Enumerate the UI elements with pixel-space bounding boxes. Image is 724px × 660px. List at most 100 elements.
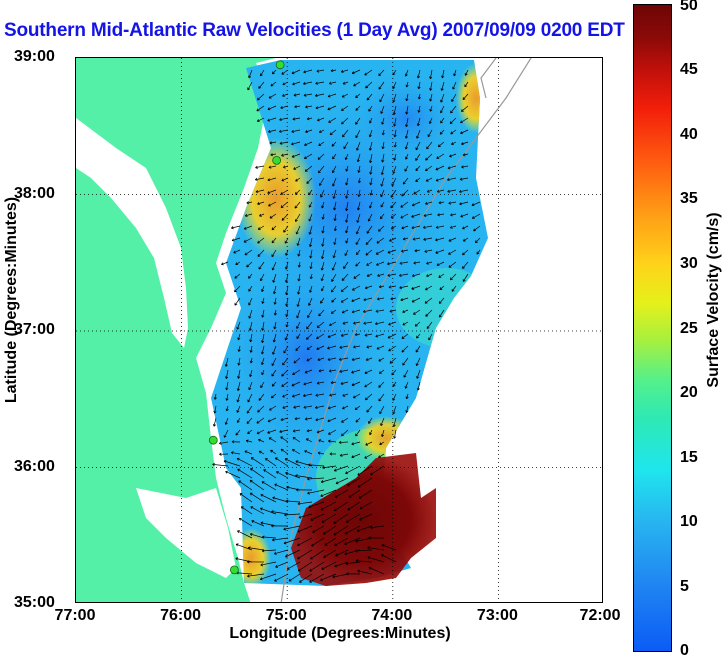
velocity-arrow (390, 189, 397, 198)
velocity-arrow (429, 69, 433, 80)
velocity-arrow (331, 165, 337, 174)
velocity-arrow (316, 345, 325, 350)
velocity-arrow (317, 153, 325, 160)
velocity-arrow (237, 468, 253, 479)
velocity-arrow (392, 81, 397, 90)
velocity-arrow (278, 129, 289, 133)
velocity-arrow (416, 333, 421, 339)
velocity-arrow (447, 189, 457, 193)
velocity-arrow (331, 141, 337, 147)
velocity-arrow (237, 357, 241, 366)
velocity-arrow (404, 165, 409, 172)
velocity-arrow (259, 573, 277, 581)
velocity-arrow (307, 477, 325, 481)
station-marker (208, 435, 218, 445)
velocity-arrow (291, 141, 301, 146)
velocity-arrow (256, 417, 265, 424)
velocity-arrow (358, 489, 373, 499)
velocity-arrow (411, 273, 421, 278)
velocity-arrow (378, 225, 385, 232)
velocity-arrow (356, 213, 361, 223)
velocity-arrow (436, 189, 445, 193)
velocity-arrow (404, 381, 409, 389)
velocity-arrow (331, 273, 337, 282)
velocity-arrow (339, 453, 349, 457)
velocity-arrow (355, 93, 361, 98)
colorbar-tick-label: 30 (680, 255, 698, 272)
velocity-arrow (260, 381, 265, 389)
velocity-arrow (377, 297, 385, 301)
velocity-arrow (280, 436, 289, 443)
velocity-arrow (234, 297, 241, 306)
velocity-arrow (273, 297, 277, 305)
velocity-arrow (363, 297, 373, 302)
velocity-arrow (284, 261, 289, 270)
velocity-arrow (321, 225, 325, 234)
velocity-arrow (340, 381, 349, 385)
velocity-arrow (388, 345, 397, 352)
velocity-arrow (293, 93, 301, 97)
velocity-arrow (388, 285, 397, 289)
velocity-arrow (235, 429, 241, 436)
velocity-arrow (366, 93, 373, 101)
velocity-arrow (260, 493, 277, 503)
velocity-arrow (292, 429, 301, 433)
velocity-arrow (285, 309, 289, 318)
velocity-arrow (258, 261, 265, 270)
velocity-arrow (356, 201, 361, 211)
colorbar-tick-label: 45 (680, 61, 698, 78)
velocity-arrow (341, 273, 349, 281)
velocity-arrow (297, 261, 301, 268)
velocity-arrow (462, 261, 469, 269)
velocity-arrow (280, 417, 289, 422)
velocity-arrow (367, 546, 385, 551)
velocity-arrow (461, 141, 469, 146)
velocity-arrow (341, 105, 349, 111)
velocity-arrow (284, 333, 289, 341)
velocity-arrow (333, 237, 337, 245)
velocity-arrow (304, 450, 313, 455)
velocity-arrow (364, 369, 373, 375)
y-tick-label: 37:00 (14, 321, 55, 338)
velocity-arrow (296, 321, 301, 329)
velocity-arrow (423, 237, 433, 241)
velocity-arrow (279, 141, 289, 145)
velocity-arrow (344, 525, 361, 535)
velocity-arrow (366, 405, 373, 413)
velocity-arrow (293, 165, 301, 170)
velocity-arrow (315, 81, 325, 85)
velocity-arrow (439, 309, 445, 318)
velocity-arrow (345, 465, 361, 475)
velocity-arrow (357, 569, 373, 575)
velocity-arrow (270, 449, 277, 455)
velocity-arrow (281, 177, 289, 182)
velocity-arrow (413, 189, 421, 195)
velocity-arrow (281, 213, 289, 221)
velocity-arrow (341, 117, 349, 125)
velocity-arrow (283, 225, 289, 233)
velocity-arrow (329, 321, 337, 327)
velocity-arrow (334, 537, 349, 547)
velocity-arrow (280, 201, 289, 208)
velocity-arrow (401, 333, 409, 339)
velocity-arrow (331, 261, 337, 271)
velocity-arrow (260, 561, 277, 567)
velocity-arrow (275, 561, 289, 568)
velocity-arrow (293, 405, 301, 409)
velocity-arrow (425, 165, 433, 172)
velocity-arrow (380, 105, 385, 114)
velocity-arrow (381, 153, 385, 163)
velocity-arrow (460, 105, 469, 112)
velocity-arrow (366, 273, 373, 277)
velocity-arrow (353, 273, 361, 279)
velocity-arrow (316, 69, 325, 73)
velocity-arrow (247, 573, 265, 578)
velocity-arrow (284, 237, 289, 244)
velocity-arrow (378, 357, 385, 362)
velocity-arrow (261, 285, 265, 292)
velocity-arrow (261, 321, 265, 331)
velocity-arrow (453, 69, 457, 77)
velocity-arrow (393, 117, 397, 127)
velocity-colorbar (633, 4, 672, 652)
velocity-arrow (364, 381, 373, 388)
